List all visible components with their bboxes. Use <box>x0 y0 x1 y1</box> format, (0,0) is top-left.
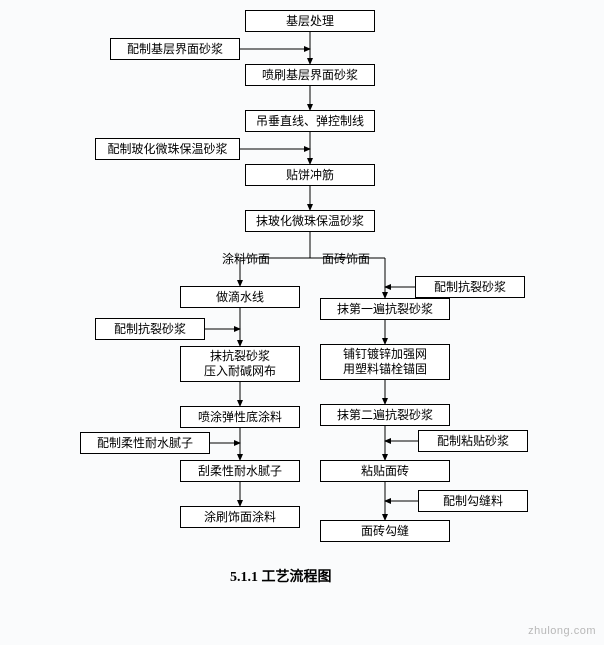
branch-label-bl2: 面砖饰面 <box>322 250 370 267</box>
node-n7: 抹玻化微珠保温砂浆 <box>245 210 375 232</box>
node-n1: 基层处理 <box>245 10 375 32</box>
node-n15: 喷涂弹性底涂料 <box>180 406 300 428</box>
node-n21: 配制勾缝料 <box>418 490 528 512</box>
node-n3: 喷刷基层界面砂浆 <box>245 64 375 86</box>
node-n22: 面砖勾缝 <box>320 520 450 542</box>
node-n12: 抹第一遍抗裂砂浆 <box>320 298 450 320</box>
node-n19: 配制粘贴砂浆 <box>418 430 528 452</box>
watermark: zhulong.com <box>528 625 596 637</box>
node-n2: 配制基层界面砂浆 <box>110 38 240 60</box>
node-n5: 配制玻化微珠保温砂浆 <box>95 138 240 160</box>
node-n9: 配制抗裂砂浆 <box>415 276 525 298</box>
node-n8: 做滴水线 <box>180 286 300 308</box>
node-n18: 涂刷饰面涂料 <box>180 506 300 528</box>
node-n20: 粘贴面砖 <box>320 460 450 482</box>
branch-label-bl1: 涂料饰面 <box>222 250 270 267</box>
node-n10: 配制抗裂砂浆 <box>95 318 205 340</box>
node-n14: 抹第二遍抗裂砂浆 <box>320 404 450 426</box>
edges-layer <box>0 0 604 645</box>
node-n4: 吊垂直线、弹控制线 <box>245 110 375 132</box>
node-n17: 刮柔性耐水腻子 <box>180 460 300 482</box>
node-n11: 抹抗裂砂浆 压入耐碱网布 <box>180 346 300 382</box>
flowchart-canvas: 基层处理配制基层界面砂浆喷刷基层界面砂浆吊垂直线、弹控制线配制玻化微珠保温砂浆贴… <box>0 0 604 645</box>
node-n6: 贴饼冲筋 <box>245 164 375 186</box>
node-n16: 配制柔性耐水腻子 <box>80 432 210 454</box>
node-n13: 铺钉镀锌加强网 用塑料锚栓锚固 <box>320 344 450 380</box>
figure-caption: 5.1.1 工艺流程图 <box>230 566 332 586</box>
